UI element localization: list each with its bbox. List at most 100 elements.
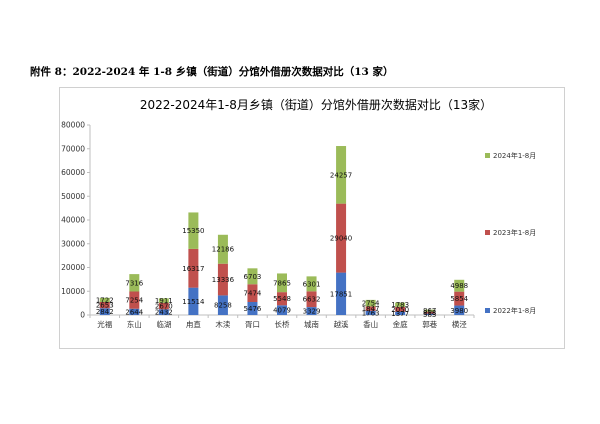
bar-segment	[336, 146, 347, 204]
data-label: 11514	[182, 298, 205, 306]
data-label: 13336	[212, 276, 235, 284]
axes: 0 10000 20000 30000 40000 50000 60000 70000 8000…	[61, 121, 475, 329]
y-tick-label: 10000	[61, 287, 85, 296]
data-label: 7865	[273, 279, 291, 287]
x-tick-label: 金庭	[393, 319, 408, 329]
bar-segment	[365, 299, 376, 307]
data-label: 7316	[125, 279, 143, 287]
bar-segment	[454, 279, 465, 292]
data-label: 15350	[182, 227, 204, 235]
data-label: 24257	[330, 171, 352, 179]
data-label: 12186	[212, 246, 235, 254]
bar-segment	[277, 273, 287, 293]
bar-segment	[336, 272, 347, 315]
data-label: 6301	[303, 280, 321, 288]
data-label: 16317	[182, 265, 204, 273]
bar-segment	[217, 234, 228, 264]
data-label: 2653	[96, 302, 114, 310]
bar-segment	[217, 263, 228, 296]
bars	[99, 146, 465, 315]
y-tick-label: 70000	[61, 144, 85, 153]
y-tick-label: 30000	[61, 239, 85, 248]
bar-segment	[277, 292, 287, 306]
data-label: 1911	[155, 297, 173, 305]
attachment-heading: 附件 8：2022-2024 年 1-8 乡镇（街道）分馆外借册次数据对比（13…	[30, 66, 394, 78]
y-tick-label: 80000	[61, 121, 85, 130]
legend-label: 2022年1-8月	[493, 306, 536, 315]
bar-segment	[247, 284, 258, 302]
bar-segment	[99, 308, 110, 315]
y-tick-label: 20000	[61, 263, 85, 272]
legend-swatch	[485, 153, 490, 158]
x-tick-label: 城南	[304, 319, 319, 329]
data-label: 6703	[244, 273, 262, 281]
chart-title: 2022-2024年1-8月乡镇（街道）分馆外借册次数据对比（13家）	[140, 97, 492, 112]
data-label: 1763	[362, 309, 380, 317]
data-label: 6632	[303, 296, 321, 304]
legend-label: 2024年1-8月	[493, 151, 536, 160]
x-tick-label: 木渎	[215, 319, 230, 329]
bar-segment	[247, 268, 258, 285]
data-label: 2644	[125, 308, 143, 316]
data-label: 29040	[330, 235, 352, 243]
bar-segment	[454, 291, 465, 306]
bar-segment	[217, 295, 228, 315]
data-label: 2050	[391, 306, 409, 314]
data-label: 3980	[450, 307, 468, 315]
data-label: 5548	[273, 295, 291, 303]
bar-segment	[99, 301, 110, 309]
y-tick-label: 60000	[61, 168, 85, 177]
bar-segment	[129, 308, 140, 315]
bar-segment	[454, 305, 465, 315]
bar-segment	[188, 212, 199, 249]
bar-segment	[188, 248, 199, 288]
data-label: 5476	[244, 305, 262, 313]
bar-segment	[188, 287, 199, 315]
bar-segment	[99, 297, 110, 302]
bar-segment	[277, 305, 287, 315]
x-tick-label: 越溪	[334, 319, 349, 329]
x-tick-label: 光福	[97, 319, 112, 329]
bar-segment	[365, 310, 376, 315]
data-label: 1722	[96, 296, 114, 304]
y-tick-label: 0	[80, 311, 85, 320]
legend-label: 2023年1-8月	[493, 228, 536, 237]
bar-segment	[424, 313, 435, 315]
x-tick-label: 甪直	[186, 319, 201, 329]
bar-segment	[424, 309, 435, 312]
legend: 2024年1-8月 2023年1-8月 2022年1-8月	[485, 151, 536, 315]
bar-segment	[395, 306, 406, 312]
data-label: 2670	[155, 303, 173, 311]
x-tick-label: 东山	[127, 319, 142, 329]
x-tick-label: 胥口	[245, 320, 260, 329]
bar-segment	[247, 301, 258, 315]
x-tick-label: 临湖	[156, 319, 171, 329]
data-label: 4079	[273, 307, 291, 315]
bar-segment	[129, 291, 140, 309]
data-label: 7474	[244, 290, 262, 298]
bar-segment	[395, 311, 406, 315]
data-label: 2432	[155, 309, 173, 317]
data-label: 1377	[391, 310, 409, 318]
data-label: 1783	[391, 301, 409, 309]
data-label: 2754	[362, 300, 380, 308]
y-tick-label: 50000	[61, 192, 85, 201]
y-tick-label: 40000	[61, 216, 85, 225]
data-label: 17851	[330, 290, 352, 298]
bar-segment	[129, 274, 140, 292]
bar-segment	[306, 291, 317, 308]
bar-segment	[424, 311, 435, 314]
legend-swatch	[485, 230, 490, 235]
data-label: 867	[423, 307, 436, 315]
data-label: 7254	[125, 297, 143, 305]
data-label: 3329	[303, 308, 321, 316]
bar-segment	[365, 306, 376, 311]
bar-segment	[158, 309, 169, 315]
bar-segment	[336, 203, 347, 273]
data-label: 2842	[96, 308, 114, 316]
bar-segment	[158, 298, 169, 303]
bar-segment	[306, 276, 317, 292]
data-label: 4988	[450, 282, 468, 290]
